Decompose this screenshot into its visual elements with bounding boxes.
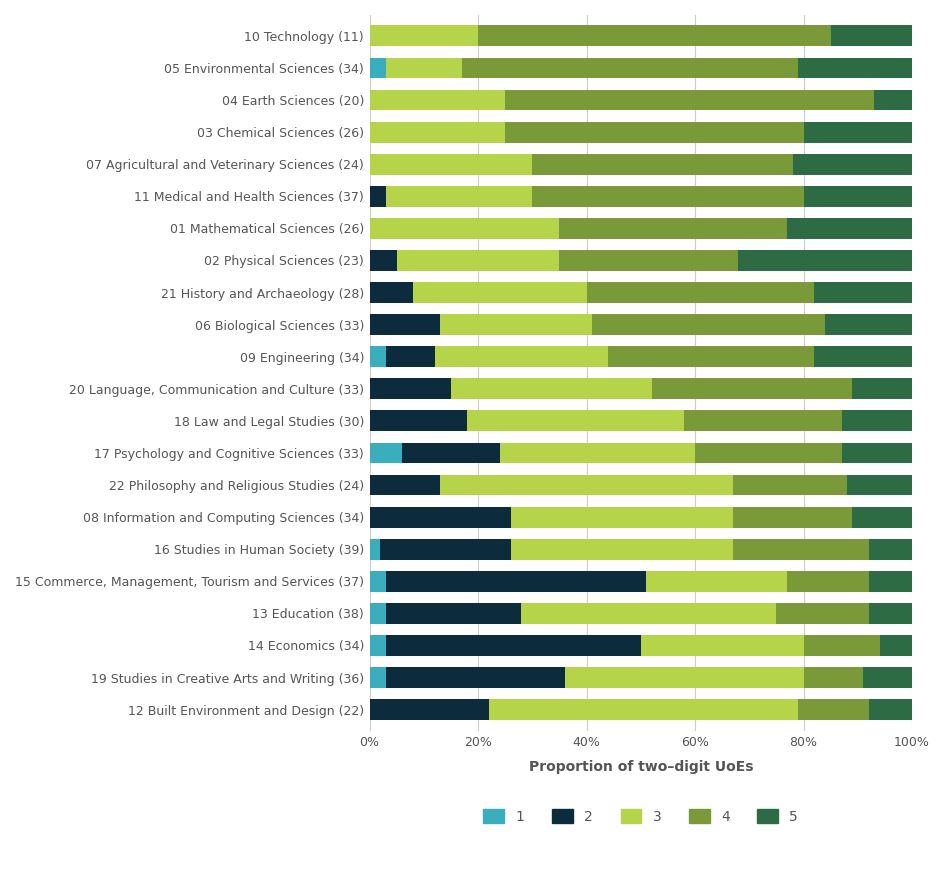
Bar xyxy=(385,571,646,592)
Bar xyxy=(369,507,510,528)
Bar xyxy=(440,314,591,335)
Bar xyxy=(776,603,868,624)
Bar xyxy=(786,571,868,592)
Bar xyxy=(369,443,402,463)
Bar xyxy=(369,122,505,143)
Bar xyxy=(733,507,851,528)
Bar xyxy=(369,667,385,688)
Bar xyxy=(733,474,846,496)
Bar xyxy=(385,635,640,656)
Bar xyxy=(488,699,798,720)
Bar xyxy=(591,314,824,335)
Bar xyxy=(369,603,385,624)
Bar xyxy=(466,410,683,431)
Bar xyxy=(737,250,911,271)
Legend: 1, 2, 3, 4, 5: 1, 2, 3, 4, 5 xyxy=(476,802,804,831)
Bar xyxy=(868,603,911,624)
Bar xyxy=(385,58,462,78)
Bar xyxy=(499,443,695,463)
Bar xyxy=(380,538,510,560)
Bar xyxy=(505,89,873,111)
Bar xyxy=(369,58,385,78)
Bar xyxy=(798,58,911,78)
Bar xyxy=(369,410,466,431)
Bar xyxy=(798,699,868,720)
Bar xyxy=(462,58,798,78)
Bar xyxy=(369,314,440,335)
Bar xyxy=(369,346,385,367)
Bar xyxy=(695,443,841,463)
Bar xyxy=(413,282,586,303)
Bar xyxy=(802,667,862,688)
Bar xyxy=(868,699,911,720)
Bar xyxy=(586,282,814,303)
Bar xyxy=(369,538,380,560)
Bar xyxy=(510,507,733,528)
Bar xyxy=(651,378,851,399)
Bar xyxy=(531,186,802,207)
Bar xyxy=(868,538,911,560)
Bar xyxy=(369,474,440,496)
Bar xyxy=(385,667,565,688)
Bar xyxy=(369,635,385,656)
Bar xyxy=(505,122,802,143)
Bar xyxy=(733,538,868,560)
Bar xyxy=(851,507,911,528)
Bar xyxy=(369,571,385,592)
Bar xyxy=(385,346,434,367)
Bar xyxy=(841,410,911,431)
Bar xyxy=(559,250,737,271)
Bar xyxy=(385,603,521,624)
Bar xyxy=(640,635,802,656)
Bar xyxy=(683,410,841,431)
Bar xyxy=(565,667,802,688)
Bar xyxy=(510,538,733,560)
Bar xyxy=(868,571,911,592)
X-axis label: Proportion of two–digit UoEs: Proportion of two–digit UoEs xyxy=(528,760,752,774)
Bar xyxy=(385,186,531,207)
Bar xyxy=(608,346,814,367)
Bar xyxy=(369,153,531,175)
Bar xyxy=(450,378,651,399)
Bar xyxy=(521,603,776,624)
Bar xyxy=(802,186,911,207)
Bar xyxy=(369,186,385,207)
Bar xyxy=(846,474,911,496)
Bar xyxy=(824,314,911,335)
Bar xyxy=(786,218,911,239)
Bar xyxy=(369,282,413,303)
Bar xyxy=(830,25,911,46)
Bar xyxy=(814,282,911,303)
Bar xyxy=(434,346,608,367)
Bar xyxy=(841,443,911,463)
Bar xyxy=(792,153,911,175)
Bar xyxy=(369,218,559,239)
Bar xyxy=(396,250,559,271)
Bar xyxy=(851,378,911,399)
Bar xyxy=(802,122,911,143)
Bar xyxy=(369,250,396,271)
Bar xyxy=(802,635,879,656)
Bar xyxy=(369,699,488,720)
Bar xyxy=(862,667,911,688)
Bar xyxy=(402,443,499,463)
Bar xyxy=(440,474,733,496)
Bar xyxy=(369,25,478,46)
Bar xyxy=(369,378,450,399)
Bar xyxy=(369,89,505,111)
Bar xyxy=(814,346,911,367)
Bar xyxy=(531,153,792,175)
Bar xyxy=(879,635,911,656)
Bar xyxy=(478,25,830,46)
Bar xyxy=(559,218,786,239)
Bar xyxy=(873,89,911,111)
Bar xyxy=(646,571,786,592)
